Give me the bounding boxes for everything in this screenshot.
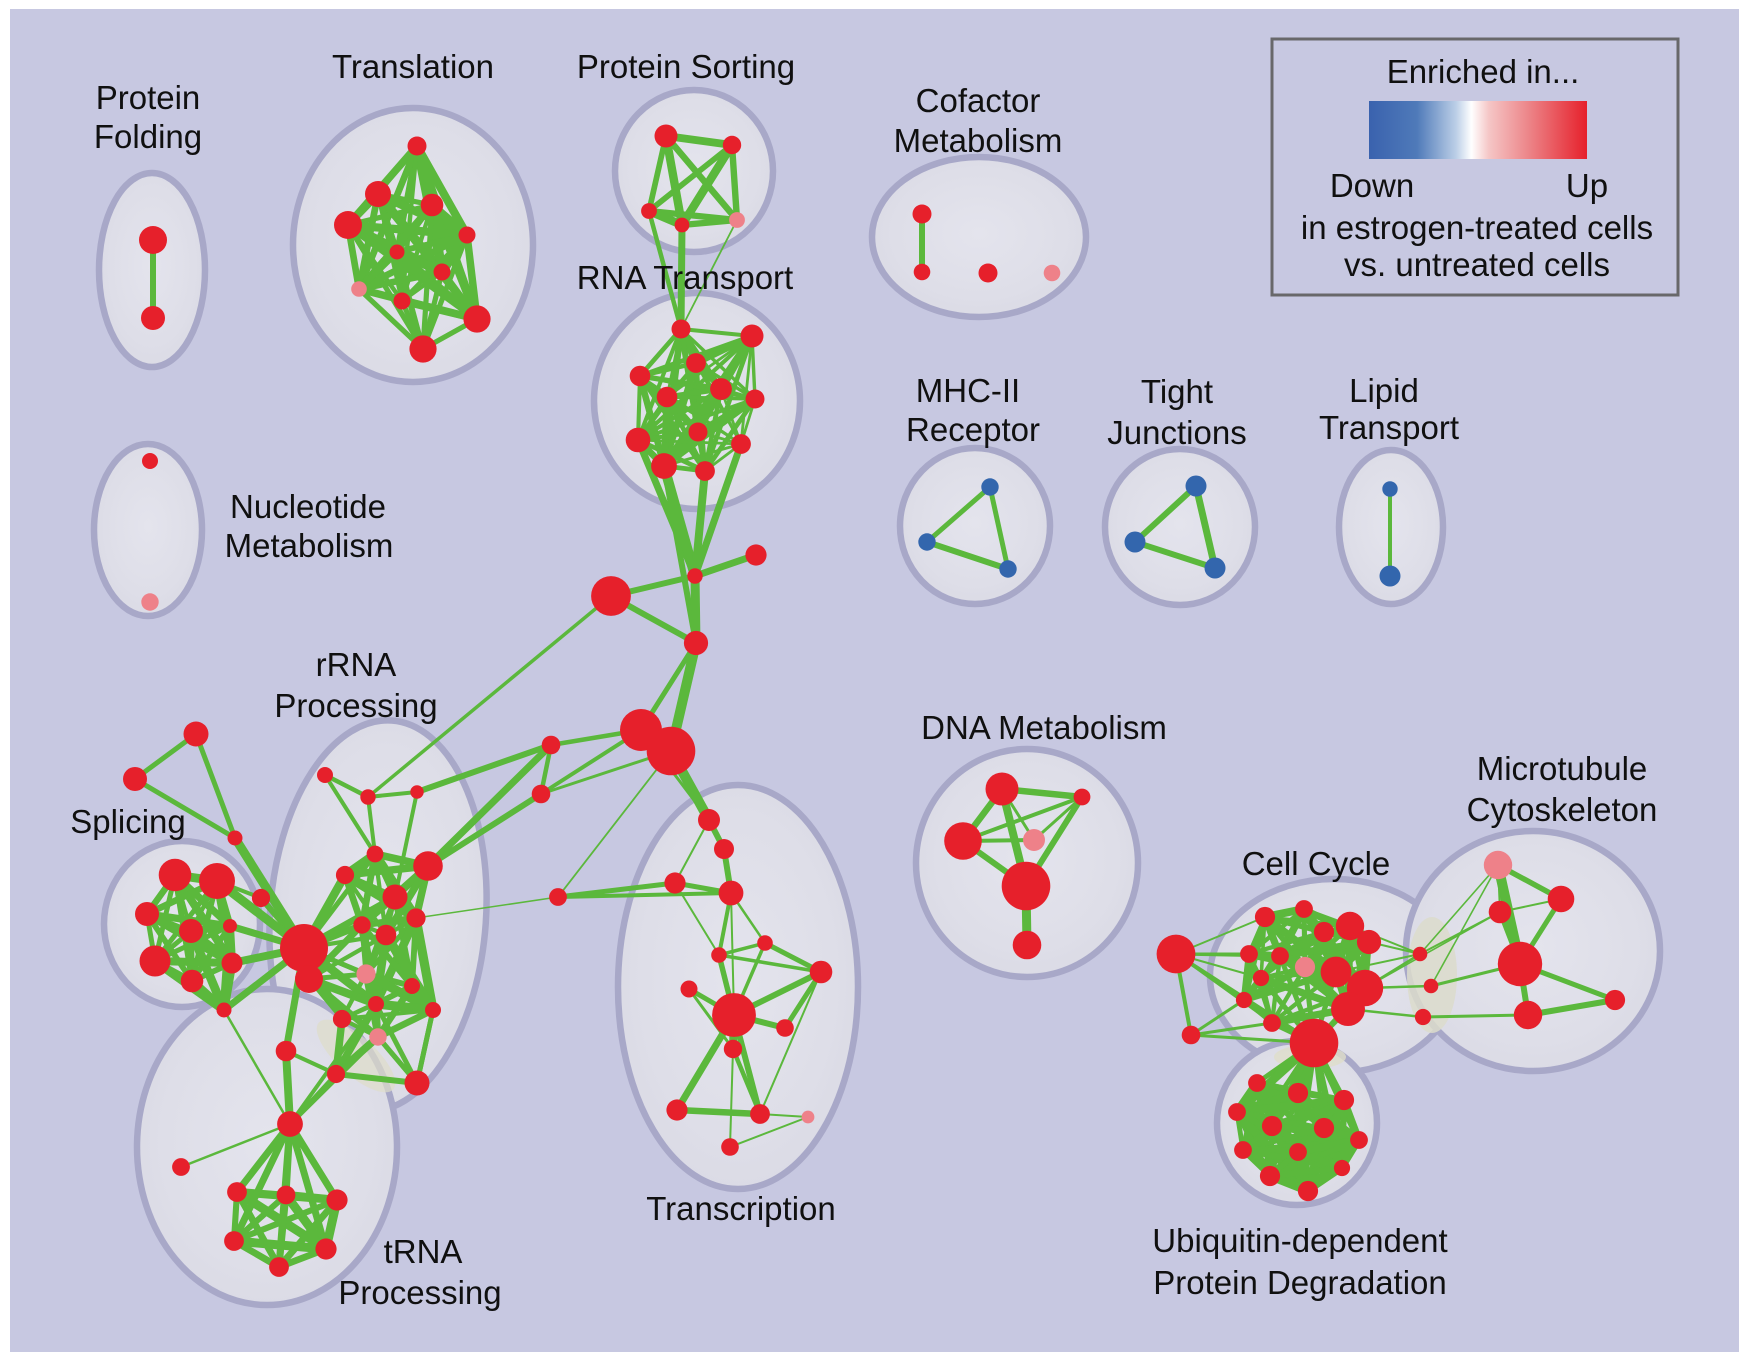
svg-text:Protein Degradation: Protein Degradation [1153,1264,1447,1301]
svg-text:DNA Metabolism: DNA Metabolism [921,709,1167,746]
svg-text:RNA Transport: RNA Transport [577,259,793,296]
svg-text:rRNA: rRNA [316,646,397,683]
svg-text:MHC-II: MHC-II [916,372,1020,409]
svg-text:Cell Cycle: Cell Cycle [1242,845,1391,882]
svg-text:Folding: Folding [94,118,202,155]
svg-text:Tight: Tight [1141,373,1213,410]
svg-text:Junctions: Junctions [1107,414,1246,451]
svg-text:Down: Down [1330,167,1414,204]
svg-text:Up: Up [1566,167,1608,204]
svg-text:Translation: Translation [332,48,494,85]
svg-text:Protein: Protein [96,79,201,116]
svg-text:Metabolism: Metabolism [225,527,394,564]
svg-text:Cytoskeleton: Cytoskeleton [1467,791,1658,828]
svg-text:Metabolism: Metabolism [894,122,1063,159]
svg-text:Nucleotide: Nucleotide [230,488,386,525]
svg-text:Processing: Processing [274,687,437,724]
svg-text:Transcription: Transcription [646,1190,836,1227]
svg-text:Receptor: Receptor [906,411,1040,448]
svg-text:Cofactor: Cofactor [916,82,1041,119]
svg-text:Protein Sorting: Protein Sorting [577,48,795,85]
svg-text:Lipid: Lipid [1349,372,1419,409]
svg-text:Enriched in...: Enriched in... [1387,53,1580,90]
svg-text:Ubiquitin-dependent: Ubiquitin-dependent [1152,1222,1447,1259]
svg-text:in estrogen-treated cells: in estrogen-treated cells [1301,209,1653,246]
svg-text:Splicing: Splicing [70,803,186,840]
svg-text:Processing: Processing [338,1274,501,1311]
svg-text:Transport: Transport [1319,409,1459,446]
svg-text:Microtubule: Microtubule [1477,750,1648,787]
svg-text:vs. untreated cells: vs. untreated cells [1344,246,1610,283]
svg-text:tRNA: tRNA [384,1233,463,1270]
